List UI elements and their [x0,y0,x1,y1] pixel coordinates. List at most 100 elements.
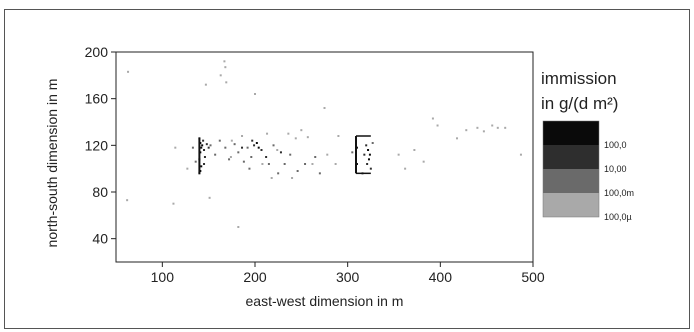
data-point [265,156,268,158]
data-point [287,132,290,135]
data-point [208,196,211,199]
data-point [368,153,371,156]
data-point [436,124,439,127]
data-point [127,70,130,73]
data-point [237,151,240,154]
y-tick-label: 160 [85,91,109,107]
data-point [186,167,189,170]
data-point [369,167,372,170]
data-point [254,93,256,95]
data-point [334,163,337,165]
data-point [209,144,212,147]
legend-swatch [543,193,599,217]
data-point [300,129,303,132]
data-point [200,146,203,149]
legend-swatch [543,121,599,145]
data-point [223,60,226,63]
data-point [294,137,297,140]
data-point [272,144,275,147]
x-tick-label: 400 [429,269,453,285]
data-point [367,149,370,151]
data-point [203,156,206,158]
data-point [207,146,210,149]
data-point [404,167,407,170]
data-point [337,135,340,137]
data-point [326,153,329,156]
legend-title-line1: immission [541,69,617,88]
legend-level-label: 10,00 [604,164,627,174]
data-point [260,149,263,151]
data-point [314,156,317,158]
data-point [229,156,232,158]
data-point [289,153,292,156]
data-point [200,165,203,168]
y-tick-label: 80 [92,184,108,200]
data-point [237,226,240,228]
x-axis-label: east-west dimension in m [246,293,404,309]
legend-swatch [543,169,599,193]
data-point [257,146,260,149]
legend-title-line2: in g/(d m²) [541,94,618,113]
data-point [476,126,479,129]
data-point [367,158,370,161]
data-point [366,163,369,165]
data-point [318,172,321,175]
data-point [267,163,270,165]
y-tick-label: 40 [92,231,108,247]
data-point [224,146,227,149]
data-point [519,153,522,156]
x-tick-label: 300 [336,269,360,285]
data-point [218,139,221,142]
x-tick-label: 100 [151,269,175,285]
y-axis-label: north-south dimension in m [44,79,60,248]
data-point [203,149,206,151]
data-point [214,153,217,156]
data-point [482,130,485,133]
data-point [242,160,245,163]
plot-frame [115,51,534,263]
data-point [191,146,194,149]
data-point [266,132,269,135]
data-point [279,151,282,154]
data-point [255,142,258,144]
data-point [291,177,294,179]
data-point [491,124,494,127]
legend: immission in g/(d m²) 100,0 10,00 100,0m 100,… [541,69,634,222]
data-point [241,135,244,137]
data-point [174,146,177,149]
data-point [253,144,256,147]
data-point [225,81,228,84]
data-point [397,153,400,156]
data-point [306,136,309,139]
data-point [296,170,299,172]
data-point [311,163,314,165]
data-point [504,126,507,129]
data-point [248,167,251,170]
data-point [203,163,206,165]
data-point [323,107,326,109]
data-point [194,160,197,163]
data-point [246,146,249,149]
x-tick-label: 500 [521,269,545,285]
legend-level-label: 100,0µ [604,212,632,222]
data-point [283,163,286,165]
legend-level-label: 100,0 [604,140,627,150]
data-point [204,83,207,86]
y-tick-label: 200 [85,44,109,60]
data-point [224,66,227,69]
legend-swatch [543,145,599,169]
data-point [465,129,468,132]
figure-border [4,9,690,329]
data-point [228,158,231,161]
legend-scale-frame [542,120,600,218]
legend-level-label: 100,0m [604,188,634,198]
data-point [201,144,204,147]
data-point [351,151,354,154]
data-point [261,163,264,165]
data-point [276,149,279,151]
y-tick-label: 120 [85,137,109,153]
data-point [233,143,236,146]
data-point [250,156,253,158]
data-point [205,143,208,146]
